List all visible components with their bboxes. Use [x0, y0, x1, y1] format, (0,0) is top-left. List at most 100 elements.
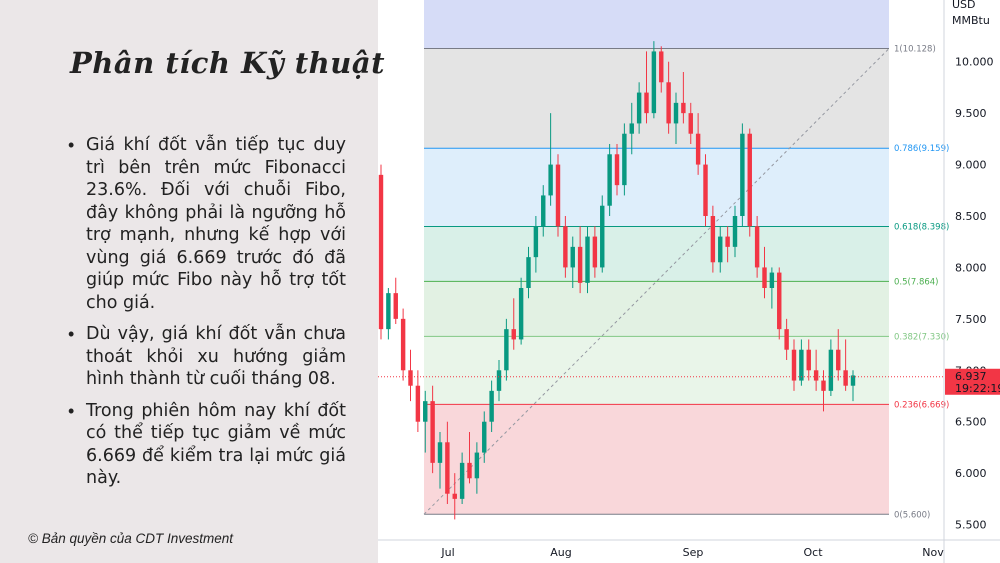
copyright-text: © Bản quyền của CDT Investment	[28, 531, 234, 546]
candle-body	[777, 272, 782, 330]
candle-body	[408, 370, 413, 386]
y-tick-label: 9.500	[955, 107, 987, 120]
candle-body	[725, 236, 730, 247]
bullet-icon: •	[68, 400, 75, 421]
y-tick-label: 8.500	[955, 210, 987, 223]
candle-body	[555, 164, 561, 227]
candle-body	[806, 349, 811, 371]
candle-body	[496, 370, 502, 391]
candle-body	[666, 82, 671, 124]
candle-body	[585, 236, 590, 283]
y-tick-label: 9.000	[955, 159, 987, 172]
fib-zone	[424, 226, 889, 282]
candle-body	[467, 462, 472, 479]
y-tick-label: 5.500	[955, 519, 987, 532]
slide-title: Phân tích Kỹ thuật	[70, 46, 386, 80]
fib-trend-line	[423, 48, 890, 515]
candle-body	[769, 272, 775, 288]
candlestick-series	[378, 41, 944, 520]
candle-body	[710, 216, 716, 263]
fib-zone	[424, 148, 889, 227]
candle-body	[459, 462, 465, 499]
candle-body	[651, 51, 657, 114]
candle-body	[415, 385, 421, 422]
bullet-item: • Trong phiên hôm nay khí đốt có thể tiế…	[68, 400, 346, 490]
x-tick-label: Jul	[440, 546, 454, 559]
candle-body	[452, 493, 457, 499]
candle-body	[762, 267, 767, 288]
bullet-text: Dù vậy, giá khí đốt vẫn chưa thoát khỏi …	[86, 324, 346, 389]
fib-level-label: 1(10.128)	[894, 45, 936, 55]
candle-body	[843, 370, 848, 386]
candle-body	[393, 293, 398, 319]
fib-level-label: 0(5.600)	[894, 510, 930, 520]
current-price-badge	[945, 368, 1000, 395]
bullet-text: Giá khí đốt vẫn tiếp tục duy trì bên trê…	[86, 135, 346, 313]
candle-body	[850, 375, 856, 386]
y-tick-label: 8.000	[955, 261, 987, 274]
candle-body	[718, 236, 723, 263]
candle-body	[747, 133, 752, 227]
candle-body	[541, 195, 546, 227]
bullet-icon: •	[68, 324, 75, 344]
candle-body	[681, 102, 686, 114]
candle-body	[563, 226, 568, 268]
candle-body	[828, 349, 834, 391]
bullet-item: • Dù vậy, giá khí đốt vẫn chưa thoát khỏ…	[68, 323, 346, 391]
x-tick-label: Nov	[922, 546, 944, 559]
candle-body	[526, 257, 531, 288]
fib-level-label: 0.236(6.669)	[894, 400, 949, 410]
y-axis-unit: MMBtu	[952, 14, 990, 27]
bullet-icon: •	[68, 135, 75, 155]
axes: USDMMBtu10.0009.5009.0008.5008.0007.5007…	[378, 0, 1000, 563]
candle-body	[482, 421, 487, 453]
fib-level-label: 0.5(7.864)	[894, 277, 938, 287]
candle-body	[688, 113, 693, 134]
fib-zone-top	[424, 0, 889, 49]
y-tick-label: 6.500	[955, 416, 987, 429]
candle-body	[836, 349, 841, 371]
y-axis-unit: USD	[952, 0, 976, 11]
x-tick-label: Sep	[683, 546, 704, 559]
candle-body	[548, 164, 553, 196]
fibonacci-retracement[interactable]: 1(10.128) 0.786(9.159) 0.618(8.398) 0.5(7.8…	[423, 0, 949, 520]
candle-body	[570, 246, 575, 268]
candle-body	[636, 92, 642, 124]
candle-body	[644, 92, 649, 114]
candle-body	[518, 288, 524, 340]
candle-body	[791, 349, 797, 381]
x-tick-label: Aug	[550, 546, 571, 559]
bullet-list: • Giá khí đốt vẫn tiếp tục duy trì bên t…	[68, 134, 346, 499]
candle-body	[813, 370, 819, 381]
bullet-item: • Giá khí đốt vẫn tiếp tục duy trì bên t…	[68, 134, 346, 314]
candle-body	[474, 452, 480, 479]
current-price-countdown: 19:22:19	[955, 382, 1000, 395]
candle-body	[511, 329, 516, 340]
candle-body	[607, 154, 612, 206]
bullet-text: Trong phiên hôm nay khí đốt có thể tiếp …	[86, 400, 346, 489]
fib-zone	[424, 281, 889, 337]
candle-body	[445, 442, 450, 494]
candle-body	[386, 293, 391, 330]
candle-body	[533, 226, 539, 258]
candle-body	[600, 205, 605, 268]
price-chart[interactable]: 1(10.128) 0.786(9.159) 0.618(8.398) 0.5(7.8…	[378, 0, 1000, 563]
candle-body	[504, 329, 509, 371]
candle-body	[629, 123, 634, 134]
y-tick-label: 10.000	[955, 56, 994, 69]
candle-body	[799, 349, 804, 381]
x-tick-label: Oct	[803, 546, 823, 559]
candle-body	[592, 236, 598, 268]
candle-body	[489, 390, 494, 422]
fib-level-label: 0.618(8.398)	[894, 222, 949, 232]
fib-zone	[424, 48, 889, 149]
fib-level-label: 0.382(7.330)	[894, 332, 949, 342]
candle-body	[732, 216, 738, 247]
y-tick-label: 6.000	[955, 467, 987, 480]
candle-body	[673, 102, 679, 124]
candle-body	[784, 329, 789, 350]
candle-body	[400, 318, 406, 371]
candle-body	[622, 133, 627, 186]
fib-zone	[424, 336, 889, 405]
current-price-label: 6.937	[955, 370, 987, 383]
